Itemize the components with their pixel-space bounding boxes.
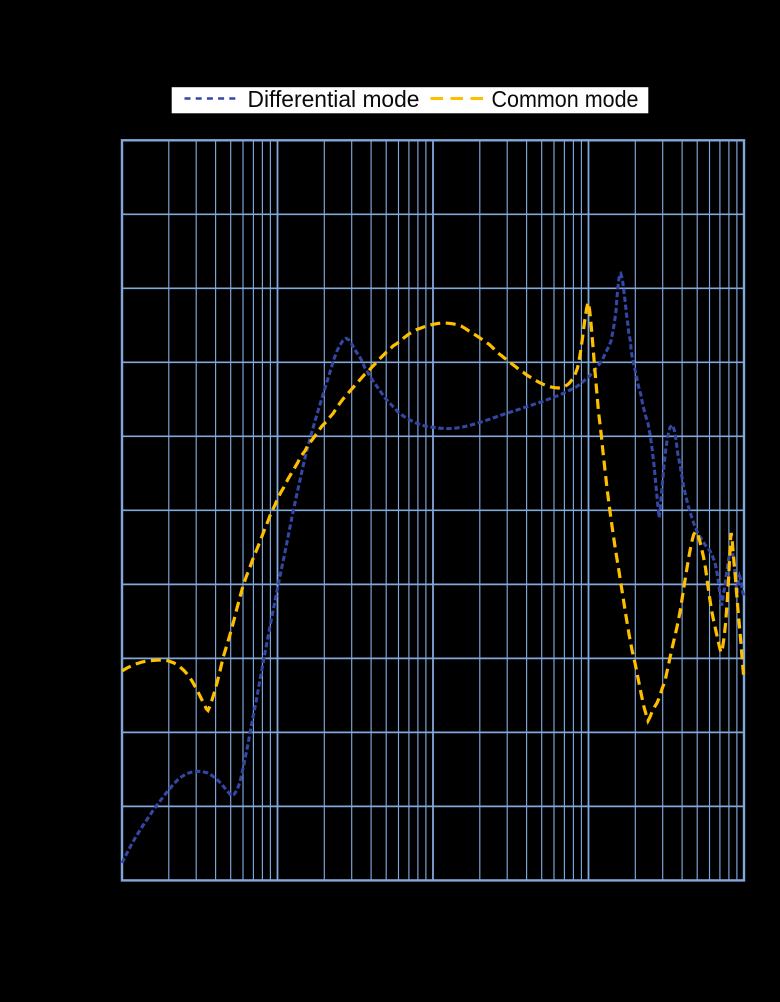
- svg-text:Differential mode: Differential mode: [248, 86, 420, 112]
- svg-text:Common mode: Common mode: [492, 86, 639, 112]
